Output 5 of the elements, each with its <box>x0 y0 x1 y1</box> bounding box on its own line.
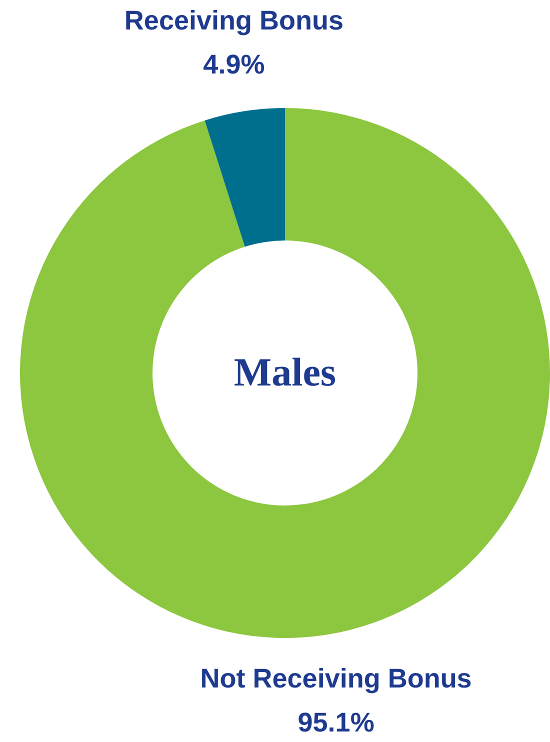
data-label: 4.9% <box>203 49 265 80</box>
text: Males <box>234 349 336 394</box>
data-label: 95.1% <box>298 708 374 738</box>
slice-label: Not Receiving Bonus <box>200 664 472 694</box>
slice-label: Receiving Bonus <box>124 5 344 36</box>
